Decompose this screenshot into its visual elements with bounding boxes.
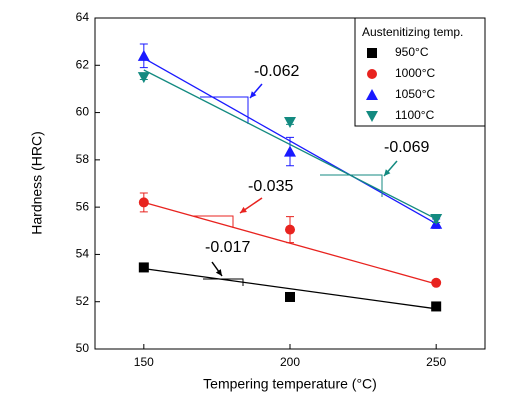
slope-triangle: [200, 96, 249, 124]
data-point: [430, 213, 443, 225]
y-tick-label: 54: [76, 247, 90, 261]
legend-marker: [367, 69, 377, 79]
legend-marker: [367, 48, 377, 58]
data-point: [138, 197, 149, 208]
slope-triangle: [203, 278, 244, 286]
legend-marker: [366, 89, 378, 100]
y-tick-label: 50: [76, 341, 90, 355]
fit-line: [143, 201, 437, 285]
data-point: [138, 262, 149, 273]
x-tick-label: 250: [426, 355, 446, 369]
fit-line: [143, 69, 437, 220]
y-tick-label: 64: [76, 10, 90, 24]
x-tick-label: 150: [134, 355, 154, 369]
slope-label: -0.069: [384, 139, 429, 156]
data-point: [431, 277, 442, 288]
slope-label: -0.017: [205, 239, 250, 256]
arrow-head: [215, 269, 222, 276]
legend-label: 950°C: [395, 45, 429, 59]
data-point: [285, 291, 295, 302]
slope-triangle: [193, 215, 234, 228]
legend-box: [354, 17, 486, 127]
slope-label: -0.035: [248, 178, 293, 195]
data-point: [284, 145, 296, 157]
y-tick-label: 56: [76, 199, 90, 213]
legend-label: 1050°C: [395, 87, 435, 101]
x-axis-label: Tempering temperature (°C): [203, 376, 377, 392]
legend-label: 1000°C: [395, 66, 435, 80]
data-point: [284, 117, 296, 129]
arrow-head: [240, 206, 247, 213]
y-tick-label: 60: [76, 105, 90, 119]
slope-triangle: [320, 174, 383, 197]
slope-label: -0.062: [254, 63, 299, 80]
data-point: [137, 72, 150, 84]
data-point: [137, 49, 150, 61]
legend-label: 1100°C: [395, 108, 435, 122]
y-tick-label: 58: [76, 152, 90, 166]
legend-marker: [366, 111, 378, 122]
arrow-head: [384, 169, 391, 176]
y-axis-label: Hardness (HRC): [29, 131, 45, 234]
legend-title: Austenitizing temp.: [362, 25, 463, 39]
y-tick-label: 52: [76, 294, 90, 308]
fit-line: [143, 267, 437, 310]
y-tick-label: 62: [76, 57, 90, 71]
x-tick-label: 200: [280, 355, 300, 369]
data-point: [431, 301, 442, 312]
data-point: [285, 224, 295, 235]
arrow-head: [250, 91, 257, 98]
